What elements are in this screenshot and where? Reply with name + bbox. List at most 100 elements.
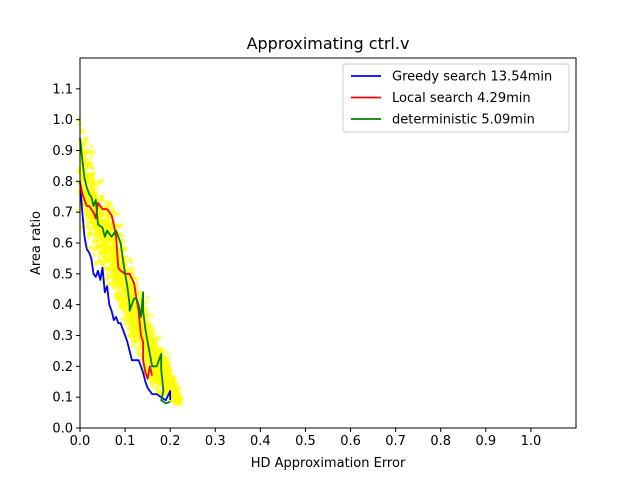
scatter-point: [175, 386, 180, 391]
scatter-point: [89, 154, 94, 159]
scatter-point: [155, 349, 160, 355]
scatter-point: [173, 393, 178, 398]
scatter-point: [108, 223, 114, 229]
scatter-point: [176, 397, 181, 402]
scatter-point: [80, 128, 85, 133]
scatter-point: [119, 222, 124, 228]
scatter-point: [166, 355, 172, 361]
legend-entry: Local search 4.29min: [392, 91, 531, 106]
scatter-point: [95, 233, 100, 239]
x-tick-label: 0.2: [160, 434, 181, 449]
scatter-point: [151, 332, 156, 337]
scatter-point: [107, 200, 112, 206]
scatter-point: [144, 307, 149, 313]
scatter-point: [89, 165, 95, 170]
y-tick-label: 0.9: [52, 144, 73, 159]
scatter-point: [88, 230, 94, 236]
legend-box: [342, 63, 570, 133]
scatter-point: [93, 261, 98, 266]
scatter-point: [132, 330, 137, 335]
series-line-0: [79, 181, 172, 402]
scatter-point: [170, 390, 175, 395]
scatter-point: [83, 152, 88, 157]
scatter-point: [97, 251, 103, 256]
y-tick-label: 0.4: [52, 298, 73, 313]
scatter-point: [99, 193, 105, 198]
y-tick-label: 0.2: [52, 360, 73, 375]
series-line-1: [79, 181, 153, 380]
scatter-point: [152, 355, 157, 360]
scatter-point: [119, 317, 124, 322]
scatter-point: [128, 257, 133, 262]
scatter-point: [83, 210, 88, 215]
scatter-point: [84, 206, 89, 211]
y-tick-label: 0.6: [52, 237, 73, 252]
scatter-point: [120, 290, 126, 295]
series-line-2: [79, 138, 171, 405]
scatter-point: [125, 334, 131, 339]
scatter-point: [152, 336, 158, 341]
scatter-point: [93, 191, 99, 197]
scatter-point: [143, 343, 148, 348]
scatter-point: [120, 299, 126, 305]
scatter-point: [172, 381, 177, 387]
scatter-point: [88, 244, 94, 249]
scatter-point: [162, 366, 168, 371]
scatter-point: [159, 349, 164, 354]
scatter-point: [115, 297, 121, 303]
scatter-point: [84, 141, 89, 146]
scatter-point: [88, 160, 93, 165]
scatter-point: [98, 211, 104, 216]
scatter-point: [90, 247, 96, 253]
scatter-point: [153, 359, 158, 364]
scatter-point: [161, 370, 167, 376]
scatter-point: [149, 313, 155, 318]
x-tick-label: 0.4: [250, 434, 271, 449]
scatter-point: [150, 381, 155, 386]
scatter-point: [106, 281, 111, 287]
scatter-point: [122, 309, 128, 315]
scatter-point: [152, 341, 158, 346]
scatter-point: [167, 380, 172, 386]
legend-entry: Greedy search 13.54min: [392, 70, 552, 85]
scatter-point: [114, 291, 119, 297]
scatter-point: [145, 295, 150, 300]
scatter-point: [84, 213, 90, 218]
scatter-point: [104, 214, 109, 219]
y-axis-label: Area ratio: [29, 211, 44, 275]
scatter-point: [115, 223, 120, 229]
scatter-point: [169, 375, 174, 380]
scatter-point: [102, 257, 108, 263]
scatter-point: [150, 384, 155, 389]
scatter-point: [91, 172, 96, 177]
y-tick-label: 0.7: [52, 206, 73, 221]
scatter-point: [106, 243, 111, 249]
x-tick-label: 0.1: [115, 434, 136, 449]
scatter-point: [117, 277, 122, 282]
scatter-point: [138, 290, 143, 295]
scatter-point: [95, 196, 101, 202]
scatter-point: [132, 275, 137, 280]
scatter-point: [122, 306, 127, 311]
scatter-point: [111, 238, 117, 243]
scatter-point: [144, 314, 149, 319]
scatter-point: [140, 325, 145, 330]
scatter-point: [94, 184, 99, 190]
x-tick-label: 0.6: [340, 434, 361, 449]
scatter-point: [94, 244, 100, 250]
scatter-point: [166, 366, 171, 371]
scatter-point: [105, 238, 110, 243]
scatter-point: [85, 176, 90, 182]
y-tick-label: 0.8: [52, 175, 73, 190]
scatter-point: [125, 326, 130, 332]
y-tick-label: 0.5: [52, 267, 73, 282]
scatter-point: [115, 212, 120, 217]
scatter-point: [147, 331, 153, 337]
scatter-point: [104, 265, 109, 271]
scatter-point: [102, 218, 107, 223]
scatter-point: [148, 322, 154, 328]
scatter-point: [144, 350, 149, 356]
x-tick-label: 0.5: [295, 434, 316, 449]
y-tick-label: 0.3: [52, 329, 73, 344]
